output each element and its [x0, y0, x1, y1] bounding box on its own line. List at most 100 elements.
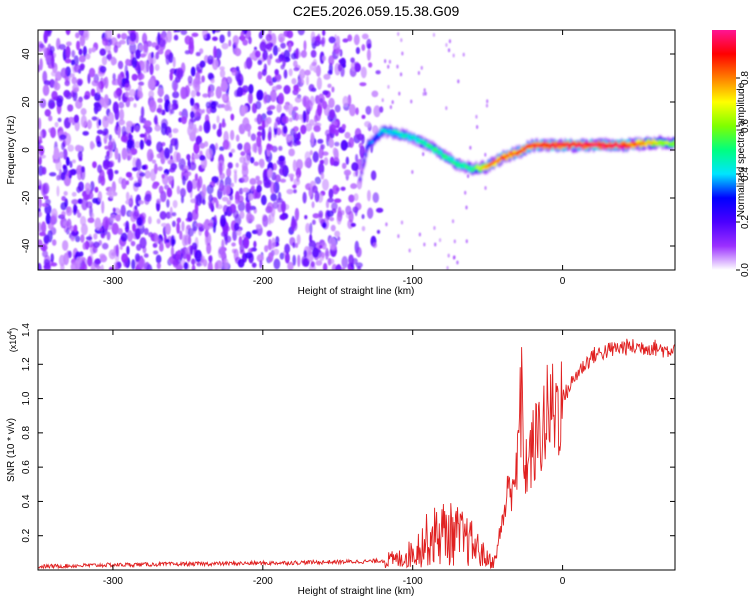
noise-speck [105, 30, 113, 40]
noise-speck [241, 85, 249, 93]
noise-speck [92, 197, 98, 204]
noise-speck [119, 108, 125, 122]
noise-speck [80, 223, 88, 236]
noise-speck [187, 124, 195, 137]
noise-speck [204, 229, 209, 238]
noise-speck [288, 42, 292, 53]
noise-speck [76, 212, 82, 219]
noise-speck [171, 238, 176, 245]
noise-speck [150, 153, 154, 159]
noise-speck [303, 40, 307, 51]
noise-speck [247, 92, 253, 105]
noise-speck [124, 83, 132, 92]
trace-blob [603, 142, 606, 145]
noise-speck [232, 228, 238, 242]
noise-speck [308, 119, 315, 127]
noise-speck [208, 255, 213, 262]
noise-speck [330, 224, 336, 232]
noise-speck [38, 222, 42, 233]
noise-speck [294, 242, 299, 249]
noise-speck [270, 193, 278, 202]
noise-speck [237, 200, 246, 212]
noise-speck [264, 174, 268, 183]
noise-speck [118, 119, 126, 126]
noise-speck [266, 106, 271, 112]
noise-speck [138, 44, 144, 51]
noise-speck [206, 242, 212, 255]
noise-speck [434, 242, 437, 247]
snr-panel: -300 -200 -100 0 0.2 0.4 0.6 0.8 1.0 1.2 1.4 Heig… [6, 323, 676, 597]
noise-speck [308, 84, 315, 92]
noise-speck [294, 207, 300, 221]
noise-speck [45, 198, 51, 206]
noise-speck [120, 232, 128, 242]
noise-speck [216, 115, 220, 124]
noise-speck [80, 234, 85, 243]
noise-speck [87, 119, 92, 130]
noise-speck [71, 199, 79, 205]
noise-speck [364, 120, 371, 128]
noise-speck [254, 50, 261, 58]
noise-speck [158, 185, 164, 194]
noise-speck [138, 200, 145, 205]
noise-speck [98, 118, 102, 127]
noise-speck [271, 237, 276, 249]
noise-speck [135, 194, 142, 207]
noise-speck [113, 44, 118, 54]
noise-speck [317, 33, 321, 43]
noise-speck [176, 185, 181, 195]
noise-speck [305, 75, 310, 86]
trace-blob [520, 149, 524, 153]
trace-blob [585, 144, 589, 147]
noise-speck [225, 184, 231, 195]
noise-speck [60, 172, 66, 181]
trace-blob [485, 166, 489, 169]
snr-multiplier-close: ) [8, 328, 18, 331]
noise-speck [340, 57, 346, 67]
noise-speck [100, 232, 106, 239]
noise-speck [224, 104, 230, 112]
noise-speck [94, 102, 102, 112]
noise-speck [219, 66, 225, 71]
noise-speck [266, 116, 272, 125]
trace-blob [600, 142, 604, 146]
noise-speck [220, 103, 226, 108]
noise-speck [240, 105, 246, 117]
trace-blob [589, 142, 593, 145]
noise-speck [256, 135, 262, 148]
noise-speck [70, 59, 75, 66]
snr-y-label: SNR (10 * v/v) [6, 418, 17, 482]
noise-speck [72, 159, 76, 164]
noise-speck [174, 138, 179, 151]
noise-speck [218, 162, 223, 176]
y-tick-label: 0.2 [21, 528, 32, 542]
noise-speck [114, 107, 120, 121]
noise-speck [141, 60, 149, 74]
noise-speck [216, 128, 222, 138]
noise-speck [180, 86, 187, 100]
noise-speck [50, 54, 55, 68]
trace-blob [469, 165, 473, 169]
noise-speck [323, 157, 329, 166]
noise-speck [287, 135, 294, 141]
noise-speck [288, 68, 293, 77]
trace-blob [365, 145, 369, 149]
noise-speck [235, 66, 240, 71]
noise-speck [228, 39, 232, 47]
noise-speck [189, 245, 194, 255]
noise-speck [256, 184, 262, 193]
noise-speck [202, 199, 206, 205]
noise-speck [39, 98, 47, 109]
noise-speck [331, 86, 335, 93]
noise-speck [102, 160, 110, 170]
noise-speck [80, 115, 87, 128]
trace-blob [400, 131, 404, 135]
noise-speck [147, 78, 156, 90]
noise-speck [387, 84, 390, 89]
noise-speck [304, 158, 312, 168]
noise-speck [157, 97, 163, 103]
noise-speck [106, 231, 111, 241]
noise-speck [57, 117, 62, 123]
noise-speck [300, 50, 307, 58]
noise-speck [97, 164, 103, 174]
